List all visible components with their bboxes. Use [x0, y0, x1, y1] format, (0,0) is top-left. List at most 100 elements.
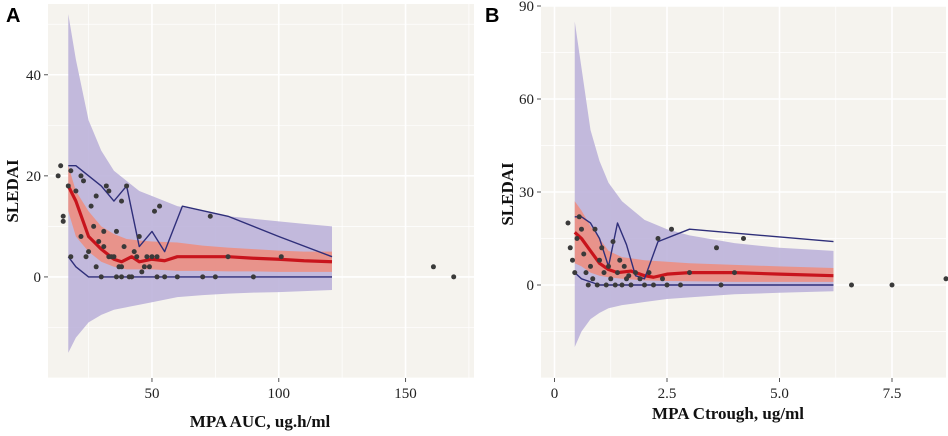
- observed-data-point: [278, 254, 284, 260]
- observed-data-point: [655, 236, 661, 241]
- panel-b-letter: B: [485, 5, 499, 27]
- observed-data-point: [603, 282, 609, 288]
- observed-data-point: [139, 269, 145, 275]
- observed-data-point: [86, 249, 92, 255]
- observed-data-point: [93, 193, 99, 199]
- observed-data-point: [588, 263, 593, 269]
- x-tick-label: 2.5: [658, 386, 677, 402]
- observed-data-point: [617, 257, 623, 263]
- observed-data-point: [606, 263, 611, 269]
- y-tick-label: 90: [519, 0, 534, 15]
- observed-data-point: [113, 274, 119, 280]
- observed-data-point: [576, 214, 582, 220]
- observed-data-point: [741, 236, 746, 241]
- observed-data-point: [152, 208, 157, 214]
- median-prediction-interval-band: [68, 165, 333, 272]
- observed-data-point: [660, 276, 665, 282]
- observed-data-point: [162, 274, 168, 280]
- observed-data-point: [590, 276, 596, 282]
- observed-data-point: [585, 282, 591, 288]
- observed-data-point: [134, 254, 140, 260]
- observed-95th-percentile-line: [68, 165, 333, 258]
- observed-data-point: [646, 270, 652, 276]
- observed-data-point: [83, 254, 89, 260]
- observed-data-point: [451, 274, 457, 280]
- observed-data-point: [91, 223, 97, 229]
- y-tick-label: 20: [26, 169, 41, 185]
- panel-a-ticks: 50 100 150 0 20 40: [26, 68, 417, 402]
- observed-data-point: [599, 245, 605, 251]
- observed-data-point: [849, 282, 854, 288]
- observed-data-point: [642, 282, 647, 288]
- panel-b-x-axis-title: MPA Ctrough, ug/ml: [652, 404, 804, 423]
- observed-data-point: [637, 276, 643, 282]
- observed-data-point: [430, 264, 436, 270]
- observed-data-point: [146, 264, 152, 270]
- observed-data-point: [106, 188, 112, 194]
- panel-a-x-axis-title: MPA AUC, ug.h/ml: [190, 412, 331, 431]
- observed-data-point: [718, 282, 724, 288]
- observed-data-point: [572, 270, 578, 276]
- observed-data-point: [669, 226, 674, 232]
- observed-data-point: [581, 251, 587, 257]
- panel-a-y-axis-title: SLEDAI: [3, 159, 22, 223]
- observed-data-point: [592, 226, 598, 232]
- panel-b: 0 2.5 5.0 7.5 0 30 60 90 MPA Ctrough, ug/ml SLE…: [498, 0, 948, 423]
- observed-data-point: [55, 173, 61, 179]
- x-tick-label: 5.0: [770, 386, 789, 402]
- observed-95th-percentile-line: [574, 216, 834, 280]
- x-tick-label: 50: [144, 386, 159, 402]
- observed-data-point: [119, 198, 125, 204]
- observed-data-point: [103, 183, 109, 189]
- observed-data-point: [73, 188, 79, 194]
- observed-data-point: [119, 264, 125, 270]
- observed-data-point: [212, 274, 218, 280]
- observed-data-point: [664, 282, 670, 288]
- observed-data-point: [574, 236, 580, 241]
- panel-b-gridlines: [541, 5, 946, 379]
- observed-data-point: [619, 282, 625, 288]
- observed-data-point: [68, 254, 74, 260]
- observed-data-point: [612, 282, 618, 288]
- observed-data-point: [678, 282, 683, 288]
- y-tick-label: 0: [527, 278, 535, 294]
- observed-data-point: [111, 254, 117, 260]
- observed-data-point: [594, 282, 600, 288]
- predicted-median-line: [66, 185, 333, 264]
- observed-data-point: [141, 264, 147, 270]
- observed-data-point: [597, 257, 602, 263]
- observed-data-point: [88, 203, 94, 209]
- observed-data-point: [58, 163, 64, 169]
- y-tick-label: 0: [34, 270, 42, 286]
- observed-data-point: [93, 264, 99, 270]
- observed-data-point: [98, 274, 104, 280]
- observed-data-point: [583, 270, 589, 276]
- panel-b-y-axis-title: SLEDAI: [498, 162, 517, 226]
- x-tick-label: 7.5: [883, 386, 902, 402]
- observed-data-point: [601, 270, 607, 276]
- observed-data-point: [610, 239, 616, 245]
- observed-data-point: [615, 270, 620, 276]
- observed-data-point: [651, 282, 656, 288]
- y-tick-label: 60: [519, 92, 534, 108]
- observed-data-point: [144, 254, 150, 260]
- x-tick-label: 0: [551, 386, 559, 402]
- observed-data-point: [207, 213, 213, 219]
- observed-data-point: [65, 183, 71, 189]
- observed-data-point: [250, 274, 256, 280]
- observed-data-point: [626, 273, 632, 279]
- panel-a-series: [55, 14, 457, 353]
- observed-data-point: [129, 274, 135, 280]
- observed-data-point: [78, 233, 84, 239]
- observed-data-point: [124, 183, 130, 189]
- observed-data-point: [68, 168, 74, 174]
- observed-data-point: [608, 276, 614, 282]
- observed-data-point: [732, 270, 737, 276]
- observed-data-point: [60, 218, 66, 224]
- observed-data-point: [633, 270, 638, 276]
- observed-data-point: [154, 254, 160, 260]
- observed-data-point: [628, 282, 634, 288]
- observed-data-point: [225, 254, 231, 260]
